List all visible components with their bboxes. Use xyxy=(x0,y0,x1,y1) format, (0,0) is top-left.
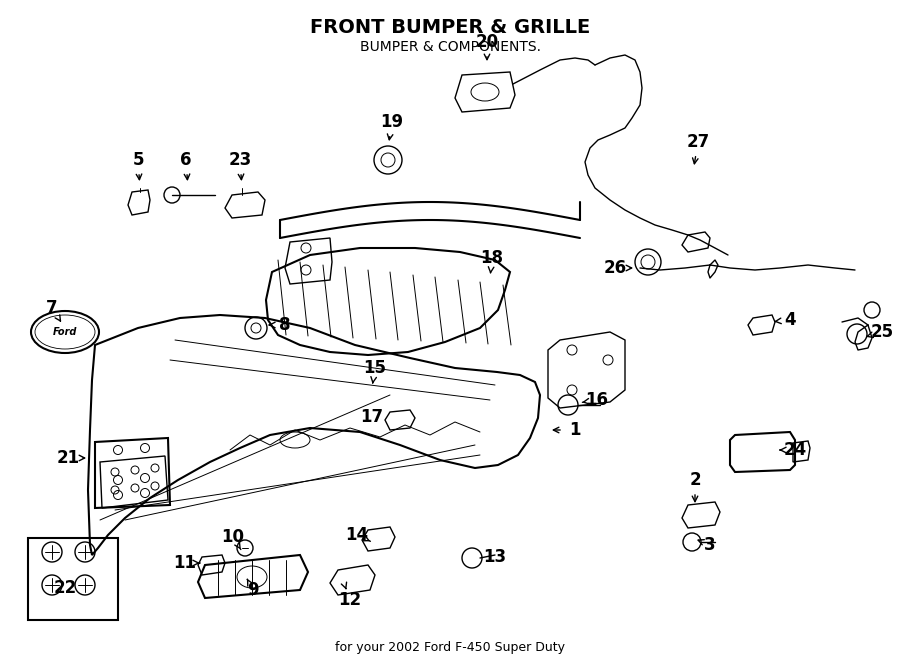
Text: for your 2002 Ford F-450 Super Duty: for your 2002 Ford F-450 Super Duty xyxy=(335,641,565,654)
Text: FRONT BUMPER & GRILLE: FRONT BUMPER & GRILLE xyxy=(310,18,590,37)
Text: 21: 21 xyxy=(57,449,79,467)
Text: 12: 12 xyxy=(338,591,362,609)
Text: Ford: Ford xyxy=(53,327,77,337)
Text: 10: 10 xyxy=(221,528,245,546)
Text: 13: 13 xyxy=(483,548,507,566)
Text: 2: 2 xyxy=(689,471,701,489)
Text: BUMPER & COMPONENTS.: BUMPER & COMPONENTS. xyxy=(359,40,541,54)
Text: 19: 19 xyxy=(381,113,403,131)
Text: 26: 26 xyxy=(603,259,626,277)
Text: 1: 1 xyxy=(569,421,580,439)
Text: 15: 15 xyxy=(364,359,386,377)
Text: 3: 3 xyxy=(704,536,716,554)
Text: 27: 27 xyxy=(687,133,709,151)
Text: 5: 5 xyxy=(132,151,144,169)
Text: 24: 24 xyxy=(783,441,806,459)
Text: 4: 4 xyxy=(784,311,796,329)
Text: 17: 17 xyxy=(360,408,383,426)
Text: 11: 11 xyxy=(174,554,196,572)
Text: 25: 25 xyxy=(870,323,894,341)
Text: 20: 20 xyxy=(475,33,499,51)
Text: 14: 14 xyxy=(346,526,369,544)
Text: 16: 16 xyxy=(586,391,608,409)
Text: 9: 9 xyxy=(248,581,259,599)
Text: 8: 8 xyxy=(279,316,291,334)
Text: 22: 22 xyxy=(53,579,76,597)
Text: 7: 7 xyxy=(46,299,58,317)
Text: 23: 23 xyxy=(229,151,252,169)
Text: 6: 6 xyxy=(180,151,192,169)
Text: 18: 18 xyxy=(481,249,503,267)
